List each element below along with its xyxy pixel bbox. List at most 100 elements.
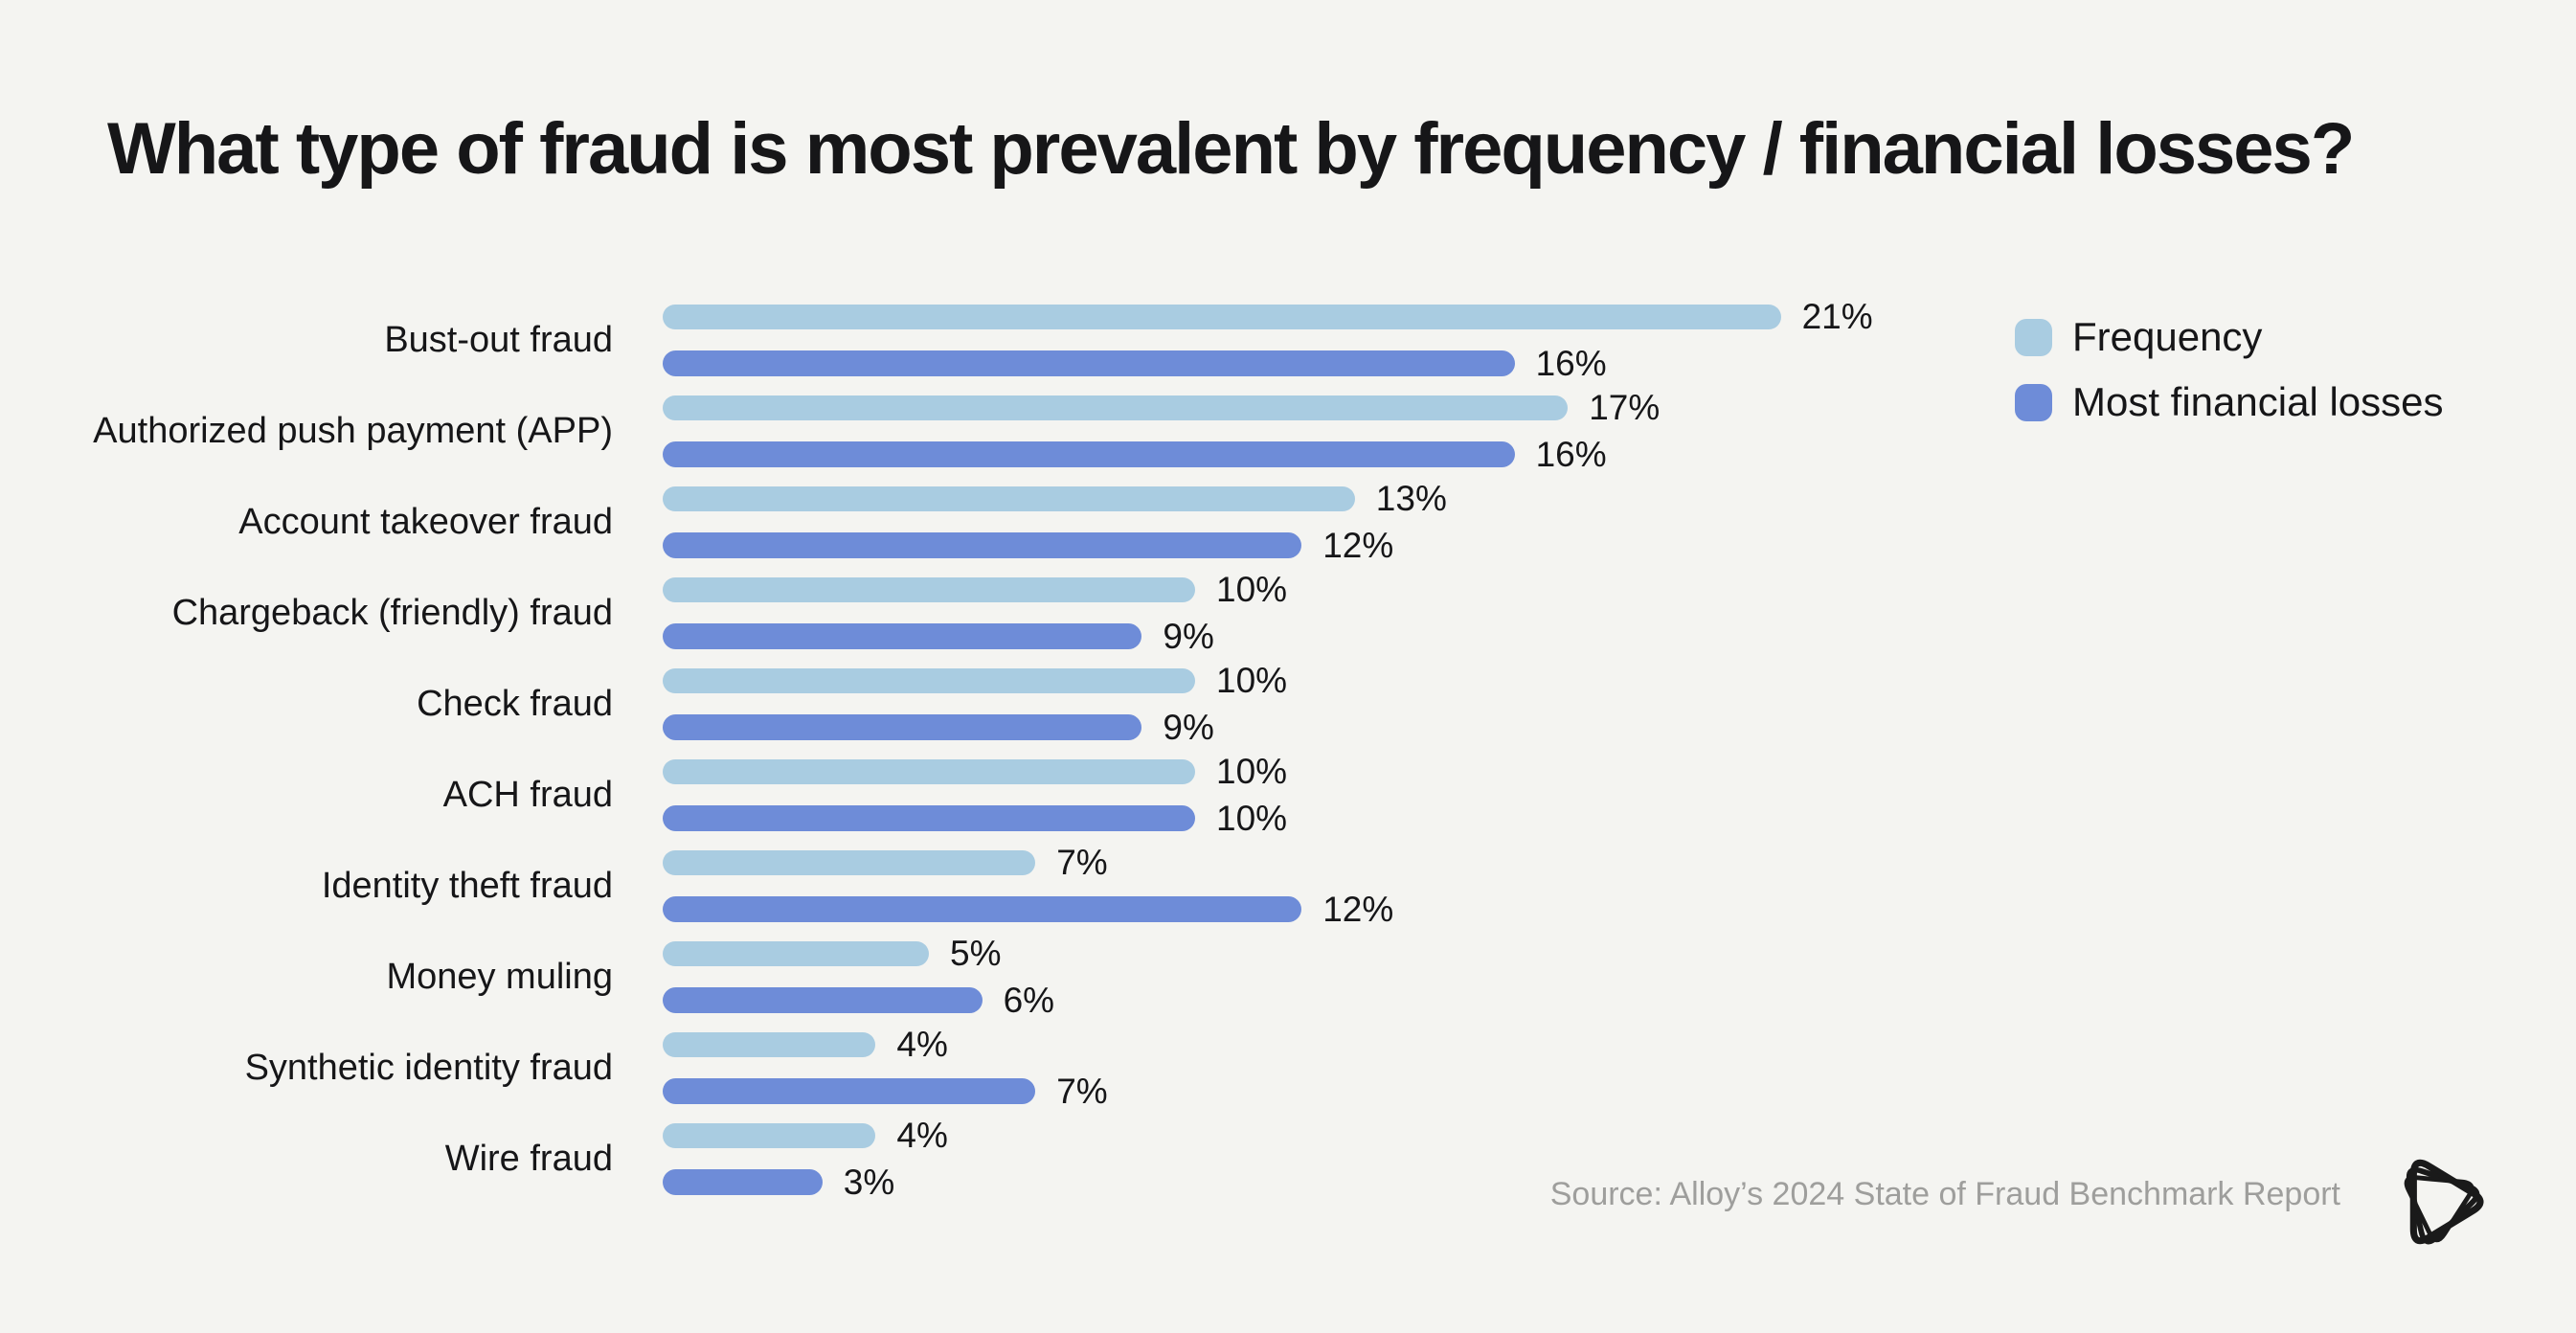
bar-value-label: 6% <box>1003 980 1055 1020</box>
losses-bar <box>663 1078 1036 1104</box>
bar-value-label: 16% <box>1535 434 1607 474</box>
chart-row: Authorized push payment (APP) 17% 16% <box>0 388 1873 474</box>
bar-line: 13% <box>663 479 1447 519</box>
chart-row: Wire fraud 4% 3% <box>0 1116 1873 1202</box>
losses-swatch-icon <box>2015 383 2052 421</box>
chart-row: Identity theft fraud 7% 12% <box>0 843 1873 929</box>
fraud-bar-chart: Bust-out fraud 21% 16% Authorized push paym… <box>0 297 1873 1221</box>
chart-row: Chargeback (friendly) fraud 10% 9% <box>0 570 1873 656</box>
bar-pair: 10% 9% <box>663 570 1287 657</box>
chart-row: ACH fraud 10% 10% <box>0 752 1873 838</box>
frequency-bar <box>663 1122 876 1148</box>
chart-row: Synthetic identity fraud 4% 7% <box>0 1025 1873 1111</box>
category-label: ACH fraud <box>442 774 613 815</box>
losses-bar <box>663 1169 823 1195</box>
bar-value-label: 3% <box>843 1162 895 1202</box>
chart-row: Account takeover fraud 13% 12% <box>0 479 1873 565</box>
bar-pair: 7% 12% <box>663 843 1393 930</box>
bar-value-label: 12% <box>1322 889 1394 929</box>
bar-value-label: 9% <box>1163 707 1214 747</box>
bar-pair: 10% 9% <box>663 661 1287 748</box>
legend-label-frequency: Frequency <box>2072 314 2263 359</box>
bar-line: 17% <box>663 388 1660 428</box>
bar-line: 3% <box>663 1163 948 1203</box>
bar-pair: 17% 16% <box>663 388 1660 475</box>
bar-pair: 21% 16% <box>663 297 1873 384</box>
bar-pair: 4% 7% <box>663 1025 1108 1112</box>
chart-row: Bust-out fraud 21% 16% <box>0 297 1872 383</box>
frequency-bar <box>663 304 1781 329</box>
category-label: Account takeover fraud <box>238 501 613 542</box>
frequency-bar <box>663 1031 876 1057</box>
category-label: Identity theft fraud <box>321 865 613 906</box>
bar-line: 12% <box>663 526 1447 566</box>
frequency-bar <box>663 576 1195 602</box>
losses-bar <box>663 532 1302 558</box>
bar-value-label: 10% <box>1216 660 1288 700</box>
losses-bar <box>663 805 1195 831</box>
losses-bar <box>663 714 1142 740</box>
bar-line: 9% <box>663 617 1287 657</box>
legend-item-losses: Most financial losses <box>2015 379 2444 425</box>
bar-line: 16% <box>663 435 1660 475</box>
frequency-bar <box>663 395 1569 420</box>
chart-rows: Bust-out fraud 21% 16% Authorized push paym… <box>0 297 1873 1202</box>
alloy-logo-icon <box>2398 1145 2496 1258</box>
legend-label-losses: Most financial losses <box>2072 379 2444 424</box>
chart-row: Money muling 5% 6% <box>0 934 1873 1020</box>
frequency-bar <box>663 758 1195 784</box>
frequency-bar <box>663 849 1036 875</box>
bar-line: 10% <box>663 570 1287 610</box>
bar-value-label: 7% <box>1056 1071 1108 1111</box>
category-label: Authorized push payment (APP) <box>93 410 613 451</box>
bar-line: 6% <box>663 981 1054 1021</box>
bar-value-label: 7% <box>1056 842 1108 882</box>
frequency-swatch-icon <box>2015 318 2052 356</box>
bar-line: 7% <box>663 1072 1108 1112</box>
category-label: Wire fraud <box>444 1138 613 1179</box>
bar-line: 7% <box>663 843 1393 883</box>
category-label: Bust-out fraud <box>384 319 613 360</box>
bar-line: 5% <box>663 934 1054 974</box>
losses-bar <box>663 350 1515 376</box>
bar-value-label: 4% <box>896 1115 948 1155</box>
bar-line: 12% <box>663 890 1393 930</box>
bar-line: 4% <box>663 1025 1108 1065</box>
bar-pair: 13% 12% <box>663 479 1447 566</box>
bar-value-label: 21% <box>1801 296 1873 336</box>
losses-bar <box>663 896 1302 922</box>
bar-value-label: 10% <box>1216 751 1288 791</box>
bar-value-label: 17% <box>1589 387 1661 427</box>
bar-line: 16% <box>663 344 1873 384</box>
losses-bar <box>663 623 1142 649</box>
category-label: Chargeback (friendly) fraud <box>171 592 613 633</box>
bar-value-label: 9% <box>1163 616 1214 656</box>
bar-value-label: 10% <box>1216 798 1288 838</box>
bar-line: 10% <box>663 661 1287 701</box>
chart-row: Check fraud 10% 9% <box>0 661 1873 747</box>
bar-line: 10% <box>663 752 1287 792</box>
bar-line: 10% <box>663 799 1287 839</box>
chart-legend: Frequency Most financial losses <box>2015 314 2444 425</box>
bar-value-label: 10% <box>1216 569 1288 609</box>
bar-value-label: 4% <box>896 1024 948 1064</box>
source-attribution: Source: Alloy’s 2024 State of Fraud Benc… <box>1549 1176 2340 1212</box>
bar-line: 21% <box>663 297 1873 337</box>
category-label: Synthetic identity fraud <box>244 1047 613 1088</box>
bar-line: 4% <box>663 1116 948 1156</box>
bar-pair: 5% 6% <box>663 934 1054 1021</box>
category-label: Money muling <box>386 956 613 997</box>
bar-value-label: 5% <box>950 933 1002 973</box>
bar-pair: 4% 3% <box>663 1116 948 1203</box>
legend-item-frequency: Frequency <box>2015 314 2444 360</box>
frequency-bar <box>663 667 1195 693</box>
bar-line: 9% <box>663 708 1287 748</box>
bar-value-label: 16% <box>1535 343 1607 383</box>
category-label: Check fraud <box>417 683 613 724</box>
frequency-bar <box>663 940 929 966</box>
page-title: What type of fraud is most prevalent by … <box>107 108 2355 190</box>
losses-bar <box>663 987 983 1013</box>
bar-value-label: 12% <box>1322 525 1394 565</box>
losses-bar <box>663 441 1515 467</box>
frequency-bar <box>663 486 1355 511</box>
